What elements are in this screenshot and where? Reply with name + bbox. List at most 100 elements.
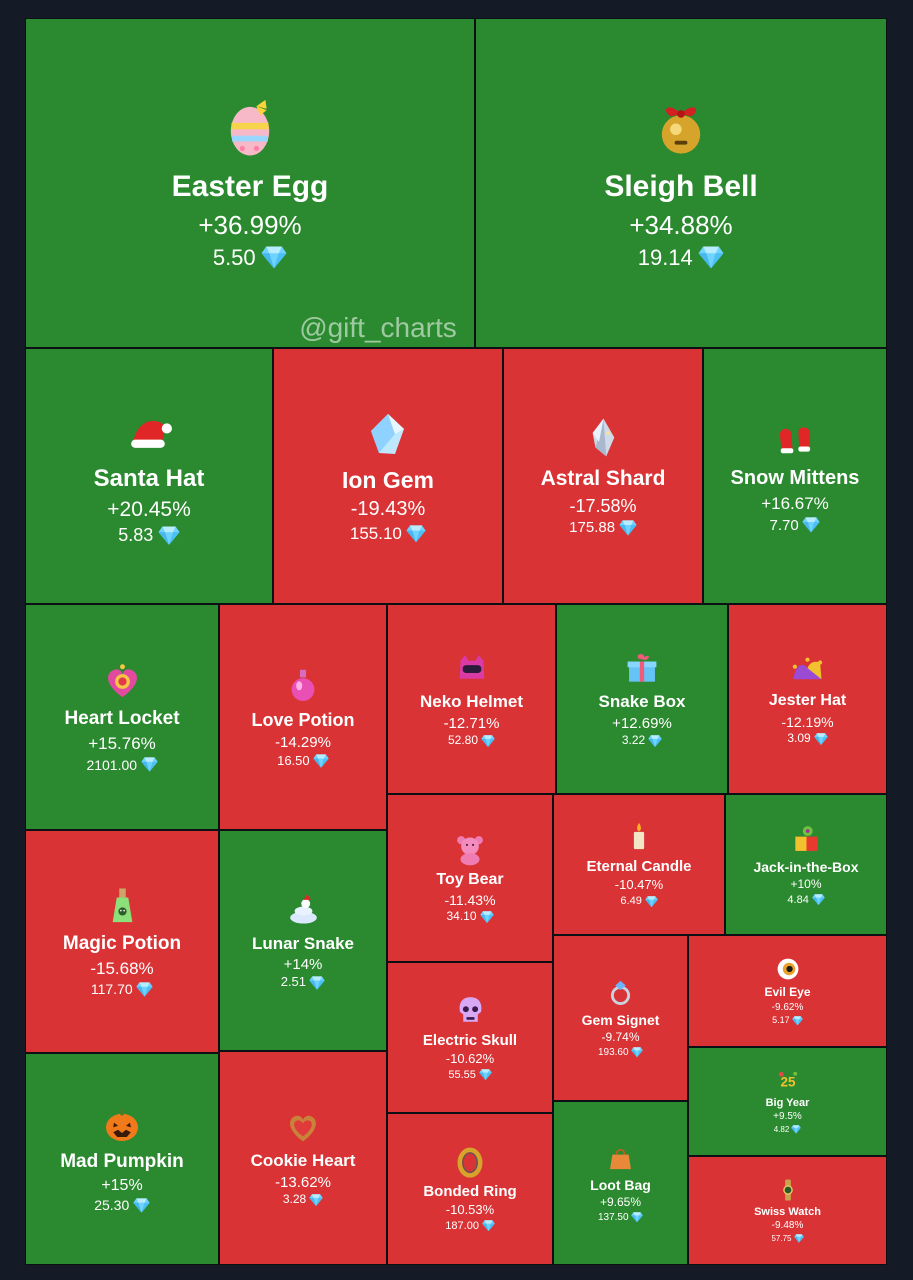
tile-price-value: 5.50 — [212, 244, 256, 270]
tile-name: Sleigh Bell — [604, 170, 758, 204]
tile-change: -9.62% — [771, 1001, 804, 1013]
treemap-tile: Loot Bag +9.65% 137.50 — [553, 1101, 688, 1265]
treemap-tile: Evil Eye -9.62% 5.17 — [688, 935, 887, 1047]
tile-change: +36.99% — [198, 209, 302, 240]
tile-price-value: 2.51 — [280, 974, 307, 990]
tile-name: Heart Locket — [64, 708, 180, 730]
tile-change: +10% — [790, 876, 822, 891]
neko-helmet-icon — [454, 650, 490, 686]
tile-price: 25.30 — [94, 1197, 150, 1213]
diamond-icon — [698, 246, 724, 269]
heart-locket-icon — [102, 661, 143, 702]
diamond-icon — [313, 754, 329, 768]
diamond-icon — [619, 520, 637, 536]
tile-price: 52.80 — [448, 733, 495, 748]
tile-change: -14.29% — [275, 734, 331, 752]
tile-change: +34.88% — [629, 209, 733, 240]
tile-change: -12.71% — [443, 714, 500, 732]
tile-change: -9.74% — [601, 1029, 640, 1044]
gem-signet-icon — [606, 978, 635, 1007]
diamond-icon — [406, 525, 426, 543]
tile-price: 3.22 — [621, 733, 662, 748]
treemap-tile: Cookie Heart -13.62% 3.28 — [219, 1051, 387, 1265]
diamond-icon — [802, 517, 821, 533]
tile-price: 187.00 — [445, 1219, 495, 1233]
tile-name: Ion Gem — [341, 466, 434, 493]
tile-price-value: 3.22 — [621, 733, 646, 747]
tile-name: Love Potion — [251, 709, 355, 730]
treemap-tile: Eternal Candle -10.47% 6.49 — [553, 794, 725, 935]
svg-text:25: 25 — [780, 1074, 795, 1089]
treemap-tile: 25 Big Year +9.5% 4.82 — [688, 1047, 887, 1156]
tile-price: 7.70 — [770, 517, 821, 534]
treemap-tile: Lunar Snake +14% 2.51 — [219, 830, 387, 1051]
love-potion-icon — [284, 666, 322, 704]
diamond-icon — [813, 732, 828, 745]
tile-change: -13.62% — [275, 1173, 331, 1191]
tile-price-value: 175.88 — [569, 519, 616, 537]
tile-price: 2101.00 — [86, 756, 158, 773]
tile-price: 137.50 — [598, 1212, 643, 1224]
diamond-icon — [811, 894, 825, 906]
treemap-tile: Jester Hat -12.19% 3.09 — [728, 604, 887, 794]
tile-change: -10.53% — [445, 1201, 495, 1217]
tile-name: Electric Skull — [422, 1031, 518, 1049]
treemap-tile: Snow Mittens +16.67% 7.70 — [703, 348, 887, 604]
big-year-icon: 25 — [776, 1069, 800, 1093]
tile-name: Astral Shard — [540, 467, 666, 491]
tile-name: Evil Eye — [764, 985, 811, 1000]
santa-hat-icon — [124, 406, 175, 457]
diamond-icon — [631, 1212, 643, 1223]
tile-name: Gem Signet — [581, 1011, 660, 1028]
tile-change: -10.62% — [445, 1050, 495, 1066]
tile-price-value: 3.09 — [787, 730, 811, 745]
loot-bag-icon — [606, 1143, 635, 1172]
snow-mittens-icon — [774, 418, 816, 460]
easter-egg-icon — [218, 96, 282, 160]
sleigh-bell-icon — [649, 96, 713, 160]
tile-change: -15.68% — [90, 958, 154, 978]
tile-price: 3.09 — [787, 730, 828, 746]
tile-name: Big Year — [765, 1096, 810, 1109]
tile-name: Lunar Snake — [251, 933, 355, 953]
tile-name: Loot Bag — [590, 1176, 651, 1193]
tile-name: Jester Hat — [768, 692, 847, 710]
treemap-tile: Mad Pumpkin +15% 25.30 — [25, 1053, 219, 1265]
diamond-icon — [309, 976, 325, 990]
tile-price-value: 2101.00 — [86, 756, 138, 773]
diamond-icon — [793, 1234, 804, 1243]
eternal-candle-icon — [623, 821, 655, 853]
tile-price-value: 5.83 — [118, 525, 154, 546]
tile-price-value: 25.30 — [94, 1197, 130, 1214]
treemap-tile: Love Potion -14.29% 16.50 — [219, 604, 387, 830]
tile-price-value: 193.60 — [597, 1046, 629, 1058]
diamond-icon — [644, 896, 658, 908]
tile-name: Swiss Watch — [754, 1205, 821, 1218]
treemap-tile: Easter Egg +36.99% 5.50 — [25, 18, 475, 348]
tile-price-value: 187.00 — [445, 1219, 479, 1232]
swiss-watch-icon — [776, 1178, 800, 1202]
watermark: @gift_charts — [299, 312, 457, 343]
tile-price-value: 6.49 — [620, 895, 642, 908]
treemap-tile: Ion Gem -19.43% 155.10 — [273, 348, 503, 604]
tile-price-value: 7.70 — [769, 516, 799, 534]
tile-price: 5.17 — [772, 1015, 803, 1025]
tile-change: -10.47% — [614, 877, 664, 893]
treemap-tile: Electric Skull -10.62% 55.55 — [387, 962, 553, 1113]
diamond-icon — [481, 735, 495, 747]
tile-name: Santa Hat — [93, 465, 205, 493]
electric-skull-icon — [454, 994, 487, 1027]
tile-price: 117.70 — [91, 981, 153, 997]
treemap-tile: Jack-in-the-Box +10% 4.84 — [725, 794, 887, 935]
tile-change: +9.65% — [599, 1194, 642, 1209]
tile-price: 5.50 — [213, 245, 287, 270]
tile-price: 34.10 — [446, 909, 494, 924]
tile-price: 175.88 — [569, 519, 637, 536]
diamond-icon — [158, 526, 180, 545]
tile-name: Bonded Ring — [423, 1182, 517, 1200]
tile-price-value: 55.55 — [448, 1068, 476, 1081]
tile-price-value: 34.10 — [446, 909, 477, 924]
treemap-tile: Toy Bear -11.43% 34.10 — [387, 794, 553, 962]
tile-price: 19.14 — [638, 245, 725, 270]
tile-price-value: 117.70 — [90, 981, 133, 998]
